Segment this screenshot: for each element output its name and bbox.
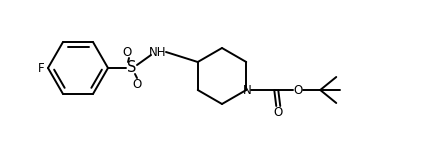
Text: F: F <box>37 62 44 74</box>
Text: O: O <box>122 45 132 59</box>
Text: O: O <box>132 78 141 90</box>
Text: S: S <box>127 60 137 76</box>
Text: O: O <box>273 107 283 119</box>
Text: NH: NH <box>149 45 167 59</box>
Text: N: N <box>243 85 252 97</box>
Text: O: O <box>294 83 303 97</box>
